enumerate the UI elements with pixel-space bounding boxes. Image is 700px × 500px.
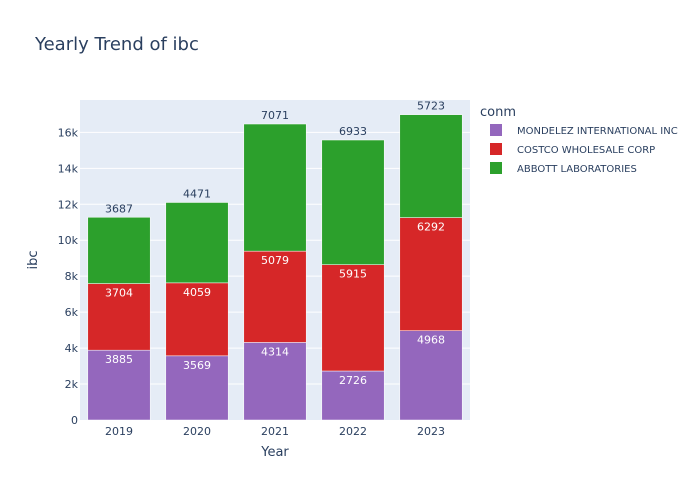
x-tick-label: 2023 [417,425,445,438]
bar-segment[interactable] [399,330,463,421]
x-tick-label: 2020 [183,425,211,438]
bar-segment[interactable] [321,370,385,421]
data-label: 5723 [417,100,445,113]
data-label: 4059 [183,286,211,299]
y-tick-label: 2k [65,378,79,391]
bar-segment[interactable] [165,282,229,357]
bar-segment[interactable] [87,217,151,284]
data-label: 2726 [339,374,367,387]
bar-segment[interactable] [165,355,229,421]
legend-swatch [490,124,502,136]
data-label: 6292 [417,221,445,234]
data-label: 4471 [183,187,211,200]
legend-item[interactable]: MONDELEZ INTERNATIONAL INC [490,124,678,137]
x-tick-label: 2022 [339,425,367,438]
legend-swatch [490,162,502,174]
y-tick-label: 8k [65,270,79,283]
bar-segment[interactable] [87,349,151,421]
bar-segment[interactable] [87,283,151,351]
bar-segment[interactable] [399,217,463,331]
bar-segment[interactable] [399,114,463,218]
x-tick-label: 2019 [105,425,133,438]
x-axis-ticks: 2019 2020 2021 2022 2023 [105,425,445,438]
data-label: 7071 [261,109,289,122]
y-tick-label: 16k [58,126,79,139]
y-axis-ticks: 0 2k 4k 6k 8k 10k 12k 14k 16k [58,126,79,427]
data-labels: 3885 3704 3687 3569 4059 4471 4314 5079 7071 2726… [105,100,445,387]
y-tick-label: 0 [71,414,78,427]
data-label: 3704 [105,287,133,300]
bar-segment[interactable] [243,123,307,252]
legend-swatch [490,143,502,155]
data-label: 4968 [417,334,445,347]
x-tick-label: 2021 [261,425,289,438]
legend-label: ABBOTT LABORATORIES [517,164,637,175]
data-label: 6933 [339,125,367,138]
data-label: 4314 [261,345,289,358]
data-label: 3687 [105,202,133,215]
chart-title: Yearly Trend of ibc [34,34,199,55]
y-tick-label: 6k [65,306,79,319]
bar-segment[interactable] [321,139,385,265]
legend-title: conm [480,105,516,120]
legend[interactable]: MONDELEZ INTERNATIONAL INC COSTCO WHOLESA… [490,124,678,175]
data-label: 3569 [183,359,211,372]
bar-segment[interactable] [243,250,307,343]
data-label: 3885 [105,353,133,366]
legend-label: MONDELEZ INTERNATIONAL INC [517,126,678,137]
bars [87,114,463,421]
y-tick-label: 12k [58,198,79,211]
data-label: 5079 [261,254,289,267]
legend-item[interactable]: ABBOTT LABORATORIES [490,162,637,175]
x-axis-title: Year [260,445,289,460]
legend-item[interactable]: COSTCO WHOLESALE CORP [490,143,655,156]
y-tick-label: 14k [58,162,79,175]
data-label: 5915 [339,268,367,281]
y-tick-label: 10k [58,234,79,247]
bar-segment[interactable] [321,264,385,372]
y-tick-label: 4k [65,342,79,355]
y-axis-title: ibc [26,250,41,269]
bar-segment[interactable] [243,342,307,421]
legend-label: COSTCO WHOLESALE CORP [517,145,655,156]
bar-segment[interactable] [165,202,229,284]
